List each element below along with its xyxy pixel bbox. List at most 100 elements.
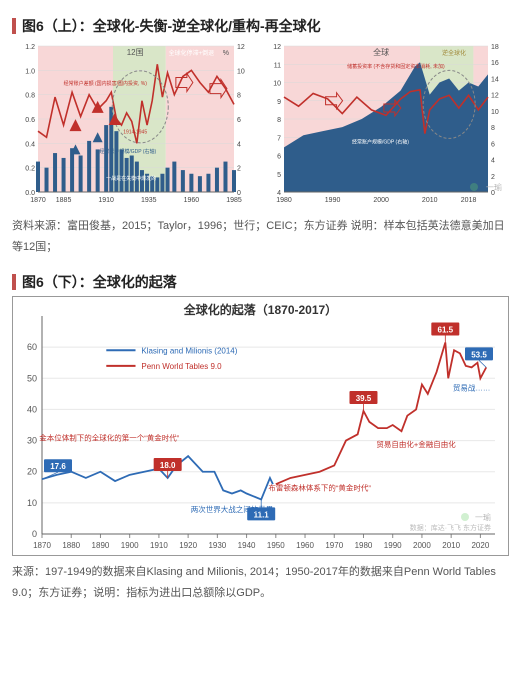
svg-text:0.4: 0.4 — [25, 141, 35, 148]
svg-text:40: 40 — [27, 404, 37, 414]
svg-text:两次世界大战之间的世界: 两次世界大战之间的世界 — [191, 504, 274, 514]
svg-text:10: 10 — [273, 81, 281, 88]
svg-text:1960: 1960 — [296, 541, 314, 550]
svg-text:10: 10 — [27, 498, 37, 508]
svg-text:4: 4 — [237, 141, 241, 148]
svg-text:1.0: 1.0 — [25, 68, 35, 75]
svg-text:储蓄投资率 (不含存货和固定资本消耗, 未加): 储蓄投资率 (不含存货和固定资本消耗, 未加) — [347, 63, 445, 70]
svg-text:一瑜: 一瑜 — [475, 512, 491, 522]
svg-text:数据：库达·飞飞 东方证券: 数据：库达·飞飞 东方证券 — [410, 523, 491, 532]
svg-text:1930: 1930 — [208, 541, 226, 550]
svg-text:1880: 1880 — [62, 541, 80, 550]
svg-text:Penn World Tables 9.0: Penn World Tables 9.0 — [141, 362, 222, 371]
svg-text:0.6: 0.6 — [25, 117, 35, 124]
svg-text:4: 4 — [491, 158, 495, 165]
svg-text:经常账户规模/GDP (右轴): 经常账户规模/GDP (右轴) — [352, 138, 409, 145]
svg-text:2: 2 — [237, 166, 241, 173]
svg-text:6: 6 — [491, 141, 495, 148]
svg-text:18: 18 — [491, 44, 499, 51]
svg-text:6: 6 — [277, 154, 281, 161]
svg-text:贸易自由化+金融自由化: 贸易自由化+金融自由化 — [376, 439, 456, 449]
svg-text:17.6: 17.6 — [50, 462, 66, 471]
fig6-top-panels: 0.00.20.40.60.81.01.20246810121870188519… — [12, 40, 509, 210]
svg-text:0.0: 0.0 — [25, 190, 35, 197]
svg-text:1950: 1950 — [267, 541, 285, 550]
svg-text:1960: 1960 — [184, 197, 200, 204]
svg-text:0: 0 — [237, 190, 241, 197]
svg-text:16: 16 — [491, 60, 499, 67]
svg-text:2010: 2010 — [422, 197, 438, 204]
svg-text:1910: 1910 — [98, 197, 114, 204]
svg-text:1900: 1900 — [121, 541, 139, 550]
svg-text:8: 8 — [491, 125, 495, 132]
svg-text:2000: 2000 — [413, 541, 431, 550]
svg-text:1870: 1870 — [30, 197, 46, 204]
svg-text:7: 7 — [277, 135, 281, 142]
svg-text:1985: 1985 — [226, 197, 242, 204]
svg-text:2020: 2020 — [471, 541, 489, 550]
svg-text:1935: 1935 — [141, 197, 157, 204]
panel-bottom: 0102030405060187018801890190019101920193… — [12, 296, 509, 556]
svg-text:1920: 1920 — [179, 541, 197, 550]
svg-text:10: 10 — [491, 109, 499, 116]
fig6-bottom-caption: 来源：197-1949的数据来自Klasing and Milionis, 20… — [12, 562, 509, 604]
svg-text:30: 30 — [27, 435, 37, 445]
svg-text:2010: 2010 — [442, 541, 460, 550]
svg-text:%: % — [223, 50, 229, 57]
svg-text:1990: 1990 — [325, 197, 341, 204]
svg-text:50: 50 — [27, 373, 37, 383]
fig6-top-title: 图6（上）：全球化-失衡-逆全球化/重构-再全球化 — [12, 16, 509, 36]
svg-text:12: 12 — [237, 44, 245, 51]
svg-text:贸易战……: 贸易战…… — [453, 383, 491, 393]
svg-text:5: 5 — [277, 172, 281, 179]
fig6-bottom-title: 图6（下）：全球化的起落 — [12, 272, 509, 292]
svg-text:8: 8 — [237, 93, 241, 100]
svg-text:61.5: 61.5 — [438, 325, 454, 334]
svg-text:6: 6 — [237, 117, 241, 124]
svg-text:1990: 1990 — [384, 541, 402, 550]
svg-text:布雷顿森林体系下的“黄金时代”: 布雷顿森林体系下的“黄金时代” — [268, 482, 371, 492]
svg-text:2: 2 — [491, 174, 495, 181]
svg-text:经常账户差额 (国内损害/国内投资, %): 经常账户差额 (国内损害/国内投资, %) — [64, 80, 148, 87]
svg-text:全球化停滞+倒退: 全球化停滞+倒退 — [169, 49, 215, 57]
svg-text:逆全球化: 逆全球化 — [442, 49, 466, 57]
svg-text:39.5: 39.5 — [356, 394, 372, 403]
svg-text:53.5: 53.5 — [471, 350, 487, 359]
svg-text:60: 60 — [27, 342, 37, 352]
svg-text:8: 8 — [277, 117, 281, 124]
svg-text:1885: 1885 — [56, 197, 72, 204]
svg-text:1910: 1910 — [150, 541, 168, 550]
panel-left: 0.0 0.2 0.4 0.6 0.8 1.0 1.2 0 2 4 6 8 10 12 1870 1885 19… — [12, 40, 258, 210]
panel-right: 4567891011120246810121416181980199020002… — [264, 40, 510, 210]
svg-text:0: 0 — [32, 529, 37, 539]
svg-text:1.2: 1.2 — [25, 44, 35, 51]
svg-text:一瑜: 一瑜 — [486, 182, 502, 192]
svg-text:2000: 2000 — [373, 197, 389, 204]
svg-text:0.2: 0.2 — [25, 166, 35, 173]
svg-text:10: 10 — [237, 68, 245, 75]
svg-text:1980: 1980 — [355, 541, 373, 550]
svg-text:一战是在失衡中爆发的: 一战是在失衡中爆发的 — [106, 175, 156, 182]
svg-text:1970: 1970 — [325, 541, 343, 550]
fig6-top-caption: 资料来源：富田俊基，2015；Taylor，1996；世行；CEIC；东方证券 … — [12, 216, 509, 258]
svg-text:2018: 2018 — [461, 197, 477, 204]
svg-text:金本位体制下的全球化的第一个“黄金时代”: 金本位体制下的全球化的第一个“黄金时代” — [39, 432, 179, 442]
svg-text:14: 14 — [491, 76, 499, 83]
svg-text:1914-1945: 1914-1945 — [123, 130, 147, 136]
svg-text:11: 11 — [274, 62, 281, 69]
svg-text:12: 12 — [491, 93, 499, 100]
svg-text:18.0: 18.0 — [160, 461, 176, 470]
svg-text:全球: 全球 — [373, 47, 389, 57]
svg-text:1870: 1870 — [33, 541, 51, 550]
svg-text:经常账户规模/GDP (右轴): 经常账户规模/GDP (右轴) — [99, 148, 156, 155]
svg-text:1980: 1980 — [276, 197, 292, 204]
svg-text:0.8: 0.8 — [25, 93, 35, 100]
svg-text:4: 4 — [277, 190, 281, 197]
svg-text:Klasing and Milionis (2014): Klasing and Milionis (2014) — [141, 346, 237, 355]
svg-text:12: 12 — [273, 44, 281, 51]
svg-text:12国: 12国 — [127, 48, 144, 57]
fig6-bottom-title-text: 图6（下）：全球化的起落 — [22, 272, 177, 292]
svg-text:全球化的起落（1870-2017）: 全球化的起落（1870-2017） — [183, 302, 337, 317]
svg-text:1940: 1940 — [238, 541, 256, 550]
svg-text:20: 20 — [27, 466, 37, 476]
